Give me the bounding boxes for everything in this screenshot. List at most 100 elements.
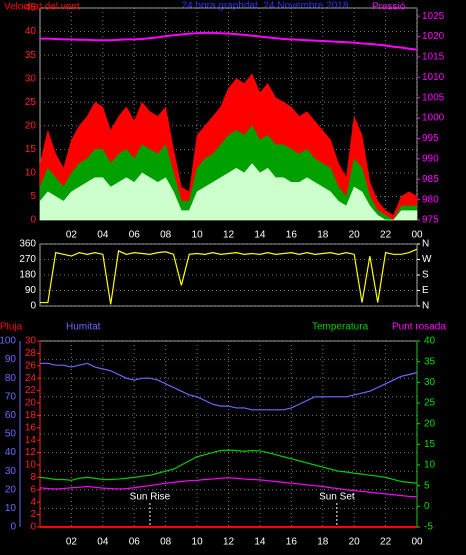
x-tick-label: 06 bbox=[129, 537, 141, 548]
y3-tick-label: 8 bbox=[30, 472, 36, 483]
y2-tick-label: W bbox=[422, 254, 432, 265]
y-tick-label: 30 bbox=[5, 466, 17, 477]
y-tick-label: 40 bbox=[25, 26, 37, 37]
wind-area bbox=[39, 163, 418, 221]
series-line bbox=[39, 477, 418, 498]
y3-tick-label: 30 bbox=[25, 336, 37, 347]
y2-tick-label: 30 bbox=[424, 377, 436, 388]
series-line bbox=[40, 362, 418, 411]
y2-tick-label: 1005 bbox=[422, 92, 445, 103]
y-tick-label: 35 bbox=[25, 50, 37, 61]
x-tick-label: 20 bbox=[349, 537, 361, 548]
y2-tick-label: 1010 bbox=[422, 72, 445, 83]
y2-tick-label: 35 bbox=[424, 356, 436, 367]
y2-tick-label: 0 bbox=[424, 501, 430, 512]
y-tick-label: 25 bbox=[25, 97, 37, 108]
y2-tick-label: 10 bbox=[424, 460, 436, 471]
y2-tick-label: -5 bbox=[424, 522, 433, 533]
y-tick-label: 15 bbox=[25, 144, 37, 155]
x-tick-label: 14 bbox=[254, 537, 266, 548]
y2-tick-label: 995 bbox=[422, 133, 439, 144]
y2-tick-label: 5 bbox=[424, 480, 430, 491]
y-tick-label: 10 bbox=[5, 503, 17, 514]
x-tick-label: 00 bbox=[411, 537, 423, 548]
x-tick-label: 02 bbox=[66, 230, 78, 241]
y3-tick-label: 28 bbox=[25, 348, 37, 359]
x-tick-label: 16 bbox=[286, 230, 298, 241]
y2-tick-label: 1015 bbox=[422, 52, 445, 63]
y-tick-label: 45 bbox=[25, 3, 37, 14]
y3-tick-label: 10 bbox=[25, 460, 37, 471]
y-tick-label: 40 bbox=[5, 447, 17, 458]
series-label: Velocitat del vent bbox=[4, 2, 80, 13]
y-tick-label: 5 bbox=[30, 191, 36, 202]
y-tick-label: 70 bbox=[5, 391, 17, 402]
y-tick-label: 20 bbox=[5, 484, 17, 495]
series-line bbox=[39, 449, 418, 484]
y3-tick-label: 6 bbox=[30, 484, 36, 495]
y2-tick-label: S bbox=[422, 270, 429, 281]
y2-tick-label: 1025 bbox=[422, 11, 445, 22]
annotation: Sun Rise bbox=[130, 492, 171, 503]
y2-tick-label: 990 bbox=[422, 153, 439, 164]
y3-tick-label: 2 bbox=[30, 509, 36, 520]
y2-tick-label: 1000 bbox=[422, 113, 445, 124]
y3-tick-label: 20 bbox=[25, 398, 37, 409]
x-tick-label: 08 bbox=[160, 537, 172, 548]
y2-tick-label: 40 bbox=[424, 336, 436, 347]
y3-tick-label: 14 bbox=[25, 435, 37, 446]
y2-tick-label: N bbox=[422, 239, 429, 250]
x-tick-label: 12 bbox=[223, 537, 235, 548]
chart-title: 24 hora graphdat. 24 Novembre 2018 bbox=[182, 1, 349, 12]
y-tick-label: 0 bbox=[10, 522, 16, 533]
x-tick-label: 12 bbox=[223, 230, 235, 241]
y2-tick-label: 15 bbox=[424, 439, 436, 450]
y-tick-label: 180 bbox=[19, 270, 36, 281]
y3-tick-label: 16 bbox=[25, 422, 37, 433]
y3-tick-label: 18 bbox=[25, 410, 37, 421]
y2-tick-label: E bbox=[422, 285, 429, 296]
y3-tick-label: 4 bbox=[30, 497, 36, 508]
y2-tick-label: 980 bbox=[422, 194, 439, 205]
series-label: Pluja bbox=[0, 322, 23, 333]
y2-tick-label: 985 bbox=[422, 174, 439, 185]
y2-tick-label: 1020 bbox=[422, 31, 445, 42]
y-tick-label: 10 bbox=[25, 168, 37, 179]
series-line bbox=[40, 248, 418, 305]
y-tick-label: 50 bbox=[5, 429, 17, 440]
x-tick-label: 18 bbox=[317, 230, 329, 241]
series-label: Punt rosada bbox=[392, 322, 446, 333]
annotation: Sun Set bbox=[319, 492, 355, 503]
y3-tick-label: 24 bbox=[25, 373, 37, 384]
y-tick-label: 360 bbox=[19, 239, 36, 250]
y-tick-label: 90 bbox=[25, 285, 37, 296]
y3-tick-label: 22 bbox=[25, 385, 37, 396]
y-tick-label: 0 bbox=[30, 301, 36, 312]
x-tick-label: 06 bbox=[129, 230, 141, 241]
x-tick-label: 04 bbox=[97, 537, 109, 548]
y3-tick-label: 0 bbox=[30, 522, 36, 533]
y2-tick-label: 20 bbox=[424, 418, 436, 429]
x-tick-label: 04 bbox=[97, 230, 109, 241]
y-tick-label: 90 bbox=[5, 354, 17, 365]
y2-tick-label: 25 bbox=[424, 398, 436, 409]
x-tick-label: 18 bbox=[317, 537, 329, 548]
y-tick-label: 60 bbox=[5, 410, 17, 421]
y-tick-label: 0 bbox=[30, 215, 36, 226]
x-tick-label: 10 bbox=[192, 230, 204, 241]
x-tick-label: 16 bbox=[286, 537, 298, 548]
y3-tick-label: 26 bbox=[25, 360, 37, 371]
x-tick-label: 20 bbox=[349, 230, 361, 241]
x-tick-label: 22 bbox=[380, 537, 392, 548]
series-label: Pressió bbox=[372, 2, 406, 13]
y-tick-label: 20 bbox=[25, 120, 37, 131]
y-tick-label: 270 bbox=[19, 254, 36, 265]
series-label: Humitat bbox=[66, 322, 101, 333]
x-tick-label: 00 bbox=[411, 230, 423, 241]
x-tick-label: 14 bbox=[254, 230, 266, 241]
y-tick-label: 30 bbox=[25, 73, 37, 84]
x-tick-label: 22 bbox=[380, 230, 392, 241]
y3-tick-label: 12 bbox=[25, 447, 37, 458]
y2-tick-label: 975 bbox=[422, 215, 439, 226]
